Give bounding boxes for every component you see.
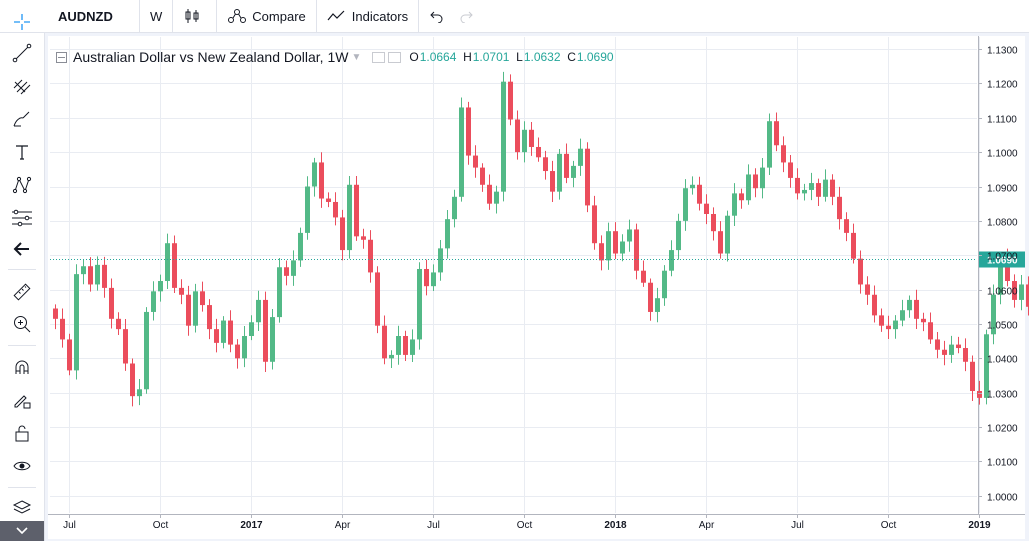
text-tool[interactable] [10,140,34,164]
pattern-icon [12,176,32,194]
pencil-lock-icon [14,395,31,409]
collapse-legend-icon[interactable] [56,51,67,63]
chevron-down-icon [16,527,28,535]
pattern-tool[interactable] [10,173,34,197]
open-value: 1.0664 [419,50,457,64]
redo-button[interactable] [454,0,489,33]
top-toolbar: AUDNZD W Compare Indicators [0,0,1029,33]
toolbar-divider [8,345,36,346]
toolbar-divider [8,269,36,270]
close-label: C [567,50,576,64]
collapse-toolbar-button[interactable] [0,521,44,541]
eye-icon [13,461,31,471]
crosshair-tool[interactable] [10,10,34,34]
drawing-mode-tool[interactable] [10,388,34,412]
symbol-name: AUDNZD [58,8,113,24]
trend-line-icon [12,43,32,63]
undo-button[interactable] [419,0,454,33]
indicators-button[interactable]: Indicators [317,0,420,33]
zoom-tool[interactable] [10,312,34,336]
chart-pane[interactable] [48,36,978,514]
chart-style-button[interactable] [173,0,218,33]
text-icon [16,145,28,160]
trend-line-tool[interactable] [10,41,34,65]
high-label: H [463,50,472,64]
symbol-search[interactable]: AUDNZD [0,0,140,33]
measure-tool[interactable] [10,280,34,304]
visibility-tool[interactable] [10,454,34,478]
projection-icon [12,209,32,227]
close-value: 1.0690 [576,50,614,64]
magnet-icon [15,360,29,374]
compare-icon [228,9,247,23]
interval-label: W [150,8,163,24]
pitchfork-icon [13,79,31,95]
close-series-icon[interactable] [388,51,402,63]
undo-icon [430,11,443,23]
settings-icon[interactable] [372,51,386,63]
lock-tool[interactable] [10,421,34,445]
indicators-icon [327,10,345,21]
low-label: L [516,50,523,64]
series-title: Australian Dollar vs New Zealand Dollar,… [73,49,349,65]
crosshair-icon [14,14,30,30]
low-value: 1.0632 [523,50,561,64]
compare-button[interactable]: Compare [217,0,317,33]
drawing-toolbar [0,14,45,541]
magnet-tool[interactable] [10,356,34,380]
caret-down-icon[interactable]: ▼ [351,51,362,63]
prediction-tool[interactable] [10,206,34,230]
fib-tool[interactable] [10,74,34,98]
chart-legend: Australian Dollar vs New Zealand Dollar,… [56,48,614,66]
time-scale[interactable] [48,514,1025,539]
brush-tool[interactable] [10,107,34,131]
ruler-icon [13,283,31,301]
indicators-label: Indicators [351,8,409,24]
back-button[interactable] [10,237,34,261]
unlock-icon [15,425,29,442]
open-label: O [409,50,419,64]
high-value: 1.0701 [472,50,510,64]
layers-icon [12,500,32,514]
arrow-left-icon [13,242,29,256]
price-scale[interactable] [978,36,1025,514]
layers-tool[interactable] [10,496,34,520]
redo-icon [460,11,473,23]
brush-icon [13,111,30,127]
compare-label: Compare [252,8,306,24]
zoom-in-icon [14,316,31,333]
toolbar-divider [8,487,36,488]
ohlc-values: O1.0664 H1.0701 L1.0632 C1.0690 [409,50,613,64]
candles-icon [185,9,199,23]
interval-button[interactable]: W [140,0,174,33]
